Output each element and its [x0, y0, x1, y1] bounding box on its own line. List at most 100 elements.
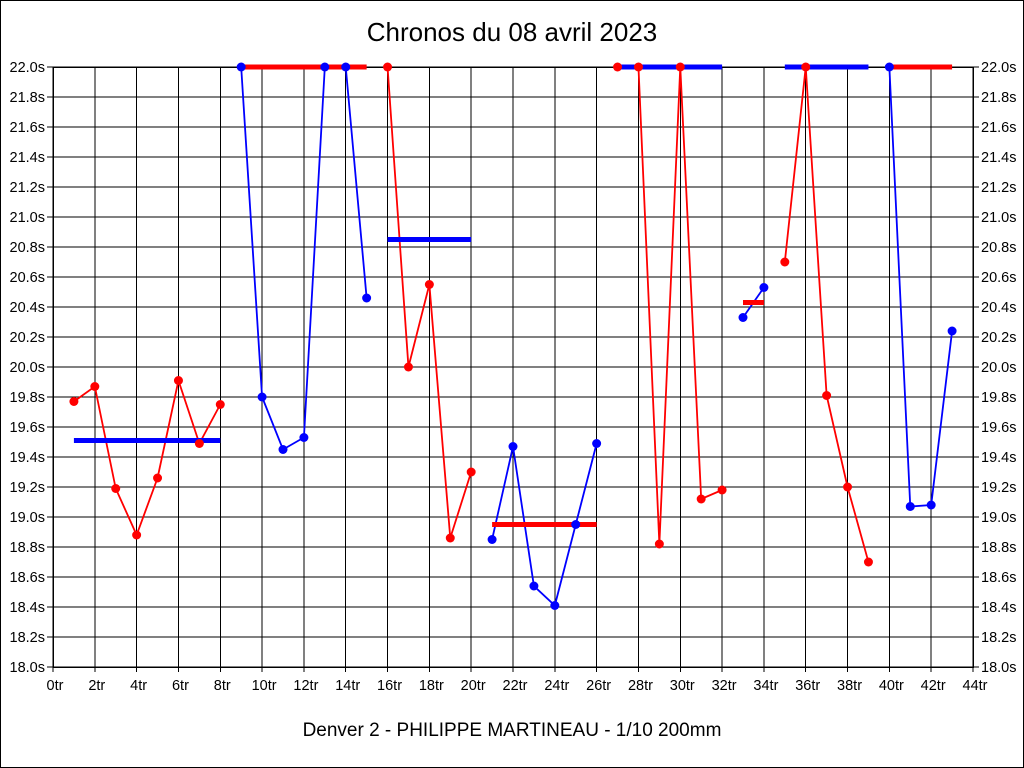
- data-point-marker: [403, 362, 413, 372]
- series-line-serie-7-red: [783, 66, 870, 563]
- x-tick-label: 4tr: [130, 678, 147, 694]
- data-point-marker: [69, 397, 79, 406]
- y-tick-label-right: 20.8s: [981, 240, 1016, 256]
- data-point-marker: [843, 482, 853, 492]
- x-tick-label: 2tr: [88, 678, 105, 694]
- y-tick-label-left: 19.6s: [10, 420, 45, 436]
- data-point-marker: [905, 502, 915, 511]
- y-tick-label-right: 21.8s: [981, 90, 1016, 106]
- y-tick-label-right: 18.6s: [981, 570, 1016, 586]
- y-tick-label-left: 18.8s: [10, 540, 45, 556]
- data-point-marker: [780, 257, 790, 267]
- y-tick-label-left: 19.2s: [10, 480, 45, 496]
- data-point-marker: [613, 62, 623, 72]
- data-point-marker: [111, 484, 121, 493]
- y-tick-label-right: 21.0s: [981, 210, 1016, 226]
- data-point-marker: [424, 280, 434, 289]
- data-point-marker: [194, 439, 204, 448]
- y-tick-label-left: 20.2s: [10, 330, 45, 346]
- data-point-marker: [592, 439, 602, 448]
- data-point-marker: [529, 581, 539, 591]
- data-point-marker: [675, 62, 685, 72]
- data-point-marker: [863, 557, 873, 567]
- data-point-marker: [257, 392, 267, 402]
- series-line-serie-5-red: [617, 66, 723, 545]
- chart-caption: Denver 2 - PHILIPPE MARTINEAU - 1/10 200…: [302, 720, 722, 741]
- data-point-marker: [362, 293, 372, 303]
- data-point-marker: [822, 391, 832, 400]
- data-point-marker: [508, 442, 518, 451]
- data-point-marker: [571, 520, 581, 529]
- y-tick-label-left: 21.0s: [10, 210, 45, 226]
- series-line-serie-4-blue: [491, 443, 598, 608]
- y-tick-label-left: 19.0s: [10, 510, 45, 526]
- data-point-marker: [884, 62, 894, 72]
- data-point-marker: [654, 539, 664, 549]
- y-tick-label-right: 21.6s: [981, 120, 1016, 136]
- y-tick-label-left: 20.8s: [10, 240, 45, 256]
- x-tick-label: 26tr: [586, 678, 611, 694]
- x-tick-label: 6tr: [172, 678, 189, 694]
- y-tick-label-left: 19.8s: [10, 390, 45, 406]
- data-point-marker: [487, 535, 497, 544]
- x-tick-label: 14tr: [335, 678, 360, 694]
- x-tick-label: 34tr: [753, 678, 778, 694]
- data-point-marker: [320, 62, 330, 72]
- data-point-marker: [173, 376, 183, 385]
- x-tick-label: 32tr: [712, 678, 737, 694]
- y-tick-label-left: 21.8s: [10, 90, 45, 106]
- x-tick-label: 24tr: [544, 678, 569, 694]
- x-tick-label: 42tr: [921, 678, 946, 694]
- data-point-marker: [717, 485, 727, 495]
- y-tick-label-right: 20.0s: [981, 360, 1016, 376]
- x-tick-label: 20tr: [461, 678, 486, 694]
- x-tick-label: 28tr: [628, 678, 653, 694]
- y-tick-label-right: 21.4s: [981, 150, 1016, 166]
- x-tick-label: 0tr: [47, 678, 64, 694]
- data-point-marker: [299, 433, 309, 442]
- y-tick-label-right: 22.0s: [981, 60, 1016, 76]
- y-tick-label-left: 20.0s: [10, 360, 45, 376]
- x-tick-label: 18tr: [419, 678, 444, 694]
- data-point-marker: [278, 445, 288, 454]
- y-tick-label-left: 21.4s: [10, 150, 45, 166]
- data-point-marker: [759, 283, 769, 292]
- x-tick-label: 8tr: [214, 678, 231, 694]
- data-point-marker: [236, 62, 246, 72]
- y-tick-label-left: 22.0s: [10, 60, 45, 76]
- x-tick-label: 12tr: [293, 678, 318, 694]
- data-point-marker: [801, 62, 811, 72]
- data-point-marker: [947, 326, 957, 336]
- series-line-serie-8-blue: [888, 66, 953, 508]
- y-tick-label-right: 21.2s: [981, 180, 1016, 196]
- y-tick-label-right: 19.6s: [981, 420, 1016, 436]
- y-tick-label-left: 18.2s: [10, 630, 45, 646]
- y-tick-label-left: 21.6s: [10, 120, 45, 136]
- y-tick-label-right: 19.2s: [981, 480, 1016, 496]
- data-point-marker: [633, 62, 643, 72]
- data-point-marker: [132, 530, 142, 540]
- y-tick-label-left: 20.6s: [10, 270, 45, 286]
- y-tick-label-left: 21.2s: [10, 180, 45, 196]
- data-point-marker: [383, 62, 393, 72]
- x-tick-label: 22tr: [503, 678, 528, 694]
- x-tick-label: 16tr: [377, 678, 402, 694]
- y-tick-label-right: 20.6s: [981, 270, 1016, 286]
- series-line-serie-1-red: [73, 377, 222, 538]
- y-tick-label-right: 19.8s: [981, 390, 1016, 406]
- y-tick-label-right: 19.4s: [981, 450, 1016, 466]
- y-tick-label-right: 19.0s: [981, 510, 1016, 526]
- data-point-marker: [215, 400, 225, 409]
- y-tick-label-right: 18.0s: [981, 660, 1016, 676]
- data-point-marker: [445, 533, 455, 543]
- y-tick-label-left: 20.4s: [10, 300, 45, 316]
- y-tick-label-right: 18.8s: [981, 540, 1016, 556]
- data-point-marker: [466, 467, 476, 477]
- y-tick-label-left: 18.6s: [10, 570, 45, 586]
- data-point-marker: [738, 313, 748, 322]
- y-tick-label-left: 18.4s: [10, 600, 45, 616]
- x-tick-label: 40tr: [879, 678, 904, 694]
- y-tick-label-left: 19.4s: [10, 450, 45, 466]
- data-point-marker: [696, 494, 706, 504]
